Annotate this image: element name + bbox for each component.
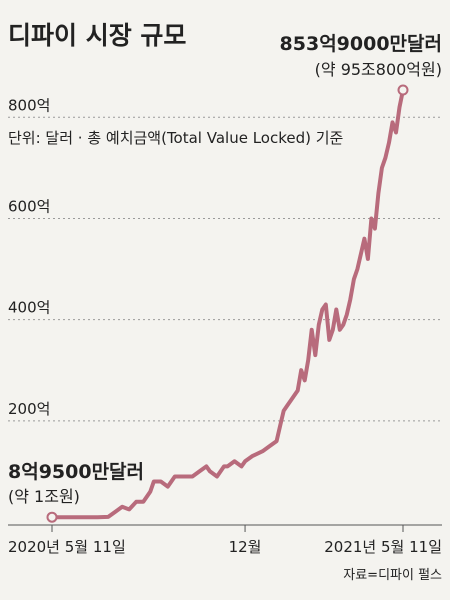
source-label: 자료=디파이 펄스 <box>343 568 442 583</box>
x-tick-label: 2021년 5월 11일 <box>324 538 442 556</box>
chart-title: 디파이 시장 규모 <box>8 21 186 50</box>
end-value-label: 853억9000만달러 <box>280 33 442 55</box>
marker-layer <box>46 84 409 523</box>
y-tick-label: 400억 <box>8 299 50 317</box>
x-tick-layer: 2020년 5월 11일 12월 2021년 5월 11일 <box>8 525 442 556</box>
x-tick-label: 2020년 5월 11일 <box>8 538 126 556</box>
start-value-label: 8억9500만달러 <box>8 461 144 483</box>
y-tick-label: 800억 <box>8 96 50 114</box>
unit-note: 단위: 달러 · 총 예치금액(Total Value Locked) 기준 <box>8 129 344 147</box>
grid-lines <box>8 116 442 422</box>
end-value-sub-label: (약 95조800억원) <box>315 60 442 79</box>
start-value-sub-label: (약 1조원) <box>8 487 80 506</box>
y-tick-labels: 200억 400억 600억 800억 <box>8 96 50 418</box>
y-tick-label: 200억 <box>8 400 50 418</box>
series-layer <box>50 88 405 520</box>
end-point-marker <box>397 84 409 96</box>
x-tick-label: 12월 <box>229 538 262 556</box>
start-point-marker <box>46 511 58 523</box>
y-tick-label: 600억 <box>8 197 50 215</box>
series-line <box>50 88 405 520</box>
